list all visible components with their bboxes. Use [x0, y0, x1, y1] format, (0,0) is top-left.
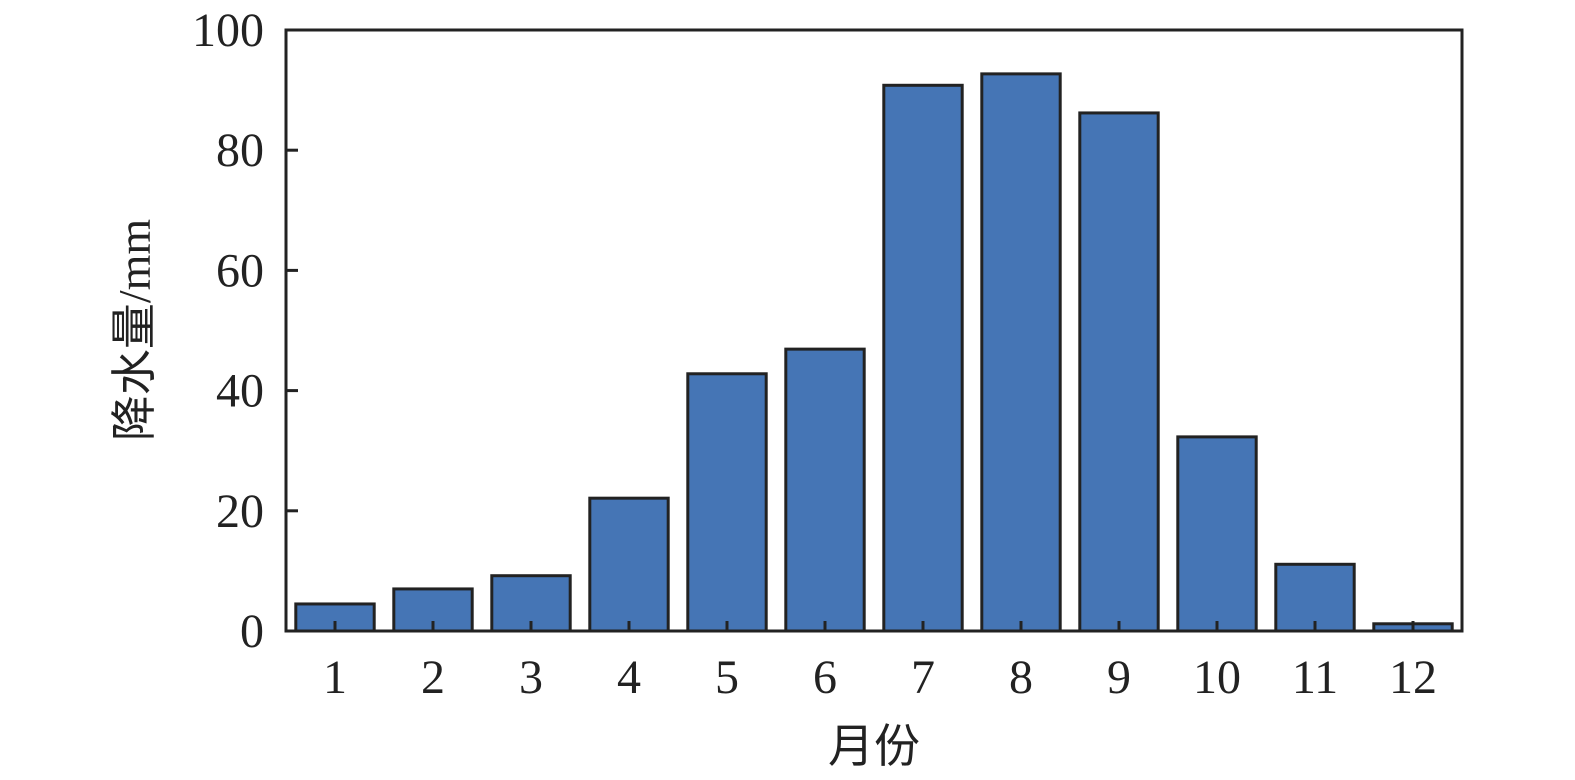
bar-month-6 [784, 347, 866, 633]
x-axis: 1 2 3 4 5 6 7 8 9 10 11 12 [323, 621, 1437, 704]
y-tick-label: 40 [216, 365, 264, 418]
bar-month-5 [686, 372, 768, 633]
x-tick-label: 6 [813, 651, 837, 704]
x-tick-label: 11 [1292, 651, 1338, 704]
y-tick-label: 60 [216, 244, 264, 297]
x-tick-label: 9 [1107, 651, 1131, 704]
y-axis-label: 降水量/mm [109, 219, 160, 442]
x-tick-label: 8 [1009, 651, 1033, 704]
x-tick-label: 5 [715, 651, 739, 704]
x-tick-label: 10 [1193, 651, 1241, 704]
bar-month-10 [1176, 435, 1258, 633]
bars [294, 72, 1454, 633]
y-tick-label: 20 [216, 485, 264, 538]
bar-month-7 [882, 83, 964, 633]
bar-month-8 [980, 72, 1062, 633]
x-axis-label: 月份 [828, 721, 920, 772]
y-tick-label: 80 [216, 124, 264, 177]
x-tick-label: 7 [911, 651, 935, 704]
x-tick-label: 3 [519, 651, 543, 704]
y-axis: 0 20 40 60 80 100 [192, 4, 298, 658]
y-tick-label: 0 [240, 605, 264, 658]
plot-frame [284, 28, 1464, 633]
bar-month-9 [1078, 111, 1160, 633]
bar-month-4 [588, 496, 670, 633]
x-tick-label: 1 [323, 651, 347, 704]
y-tick-label: 100 [192, 4, 264, 57]
x-tick-label: 4 [617, 651, 641, 704]
bar-month-11 [1274, 562, 1356, 633]
x-tick-label: 2 [421, 651, 445, 704]
x-tick-label: 12 [1389, 651, 1437, 704]
